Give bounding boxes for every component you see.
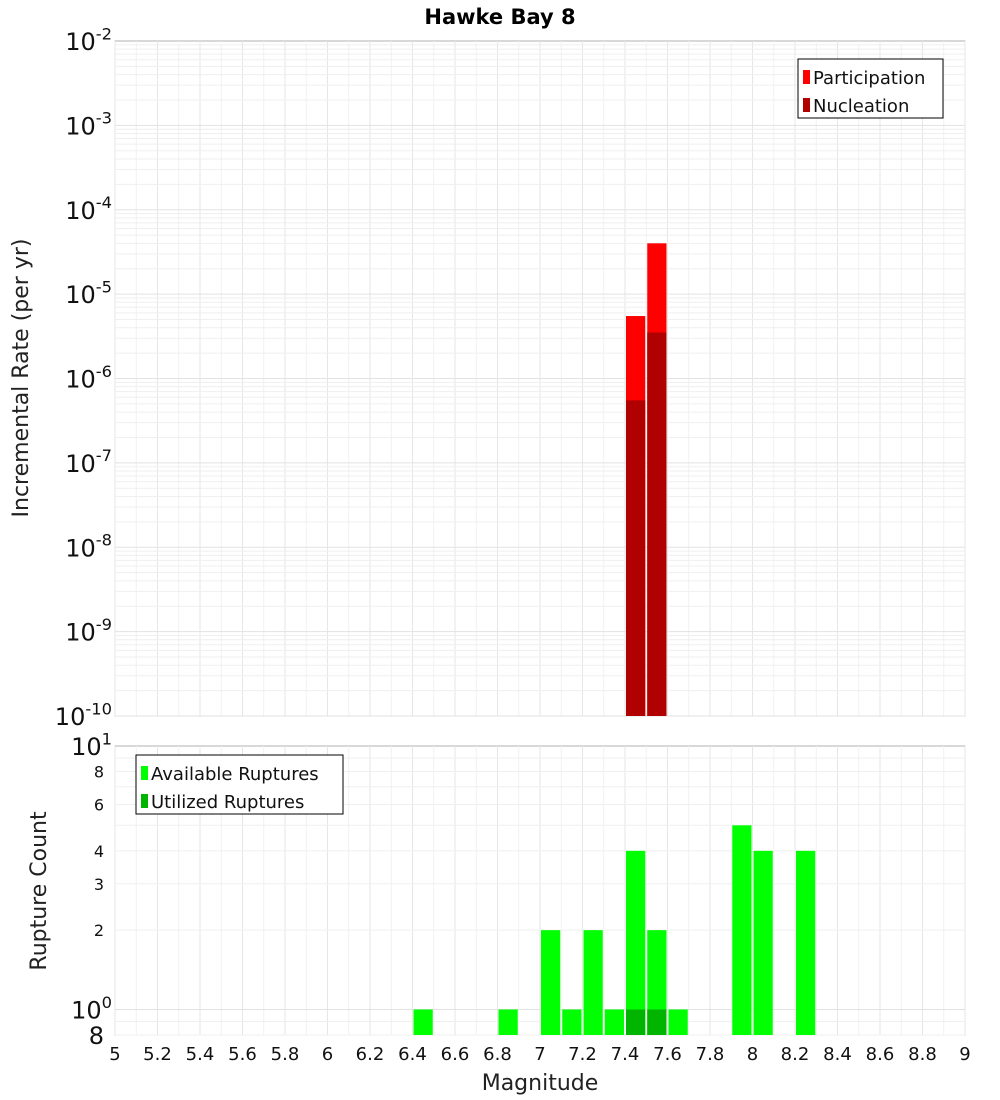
x-tick-label: 6.8	[483, 1044, 512, 1065]
top-legend: Participation Nucleation	[797, 58, 944, 119]
x-tick-label: 6.4	[398, 1044, 427, 1065]
x-tick-label: 5.6	[228, 1044, 257, 1065]
top-gridlines	[114, 41, 966, 717]
x-axis-label: Magnitude	[482, 1071, 599, 1096]
legend-label: Participation	[813, 68, 925, 89]
top-bar-nucleation	[647, 332, 667, 716]
x-tick-label: 8.8	[908, 1044, 937, 1065]
bottom-y-axis-label: Rupture Count	[27, 811, 52, 971]
y-tick-label: 10-6	[65, 362, 112, 394]
x-tick-label: 6	[322, 1044, 333, 1065]
legend-swatch	[803, 70, 810, 84]
bottom-bar-utilized-ruptures	[647, 1009, 667, 1035]
x-tick-label: 6.2	[356, 1044, 385, 1065]
bottom-bars	[413, 825, 816, 1035]
legend-swatch	[141, 766, 148, 780]
y-tick-label: 100	[71, 993, 112, 1025]
y-tick-label: 10-5	[65, 277, 112, 309]
bottom-legend: Available Ruptures Utilized Ruptures	[135, 754, 344, 815]
x-tick-label: 7.2	[568, 1044, 597, 1065]
top-y-tick-labels: 10-10 10-9 10-8 10-7 10-6 10-5 10-4 10-3 10-2	[55, 24, 112, 731]
x-tick-label: 9	[959, 1044, 970, 1065]
y-tick-label: 3	[94, 875, 104, 894]
y-tick-label: 6	[94, 796, 104, 815]
y-tick-label: 10-8	[65, 531, 112, 563]
top-bars	[626, 243, 667, 717]
top-bar-nucleation	[626, 400, 646, 716]
bottom-bar-available-ruptures	[541, 930, 561, 1035]
top-panel: 10-10 10-9 10-8 10-7 10-6 10-5 10-4 10-3 10-2 In…	[9, 24, 966, 731]
legend-label: Nucleation	[813, 96, 909, 117]
bottom-bar-available-ruptures	[583, 930, 603, 1035]
y-tick-label: 10-7	[65, 446, 112, 478]
x-tick-label: 8.6	[866, 1044, 895, 1065]
y-tick-label: 10-10	[55, 699, 112, 731]
x-tick-label: 7	[534, 1044, 545, 1065]
y-tick-label: 10-2	[65, 24, 112, 56]
x-tick-label: 7.6	[653, 1044, 682, 1065]
bottom-bar-available-ruptures	[732, 825, 752, 1035]
legend-label: Utilized Ruptures	[151, 792, 304, 813]
x-tick-labels: 5 5.2 5.4 5.6 5.8 6 6.2 6.4 6.6 6.8 7 7.2 7.4 7.6 7.8 8…	[109, 1044, 970, 1065]
bottom-bar-utilized-ruptures	[626, 1009, 646, 1035]
x-tick-label: 6.6	[441, 1044, 470, 1065]
bottom-bar-available-ruptures	[796, 850, 816, 1035]
y-tick-label: 101	[71, 729, 112, 761]
x-tick-label: 7.8	[696, 1044, 725, 1065]
bottom-bar-available-ruptures	[604, 1009, 624, 1035]
x-tick-label: 5.8	[271, 1044, 300, 1065]
bottom-bar-available-ruptures	[413, 1009, 433, 1035]
y-tick-label: 2	[94, 921, 104, 940]
bottom-bar-available-ruptures	[626, 850, 646, 1035]
legend-label: Available Ruptures	[151, 764, 319, 785]
legend-swatch	[803, 98, 810, 112]
x-tick-label: 7.4	[611, 1044, 640, 1065]
bottom-bar-available-ruptures	[668, 1009, 688, 1035]
x-tick-label: 8	[747, 1044, 758, 1065]
x-tick-label: 8.4	[823, 1044, 852, 1065]
legend-box	[797, 58, 944, 119]
x-tick-label: 8.2	[781, 1044, 810, 1065]
bottom-bar-available-ruptures	[753, 850, 773, 1035]
x-tick-label: 5.4	[186, 1044, 215, 1065]
legend-swatch	[141, 794, 148, 808]
y-tick-label: 4	[94, 842, 104, 861]
top-y-axis-label: Incremental Rate (per yr)	[9, 239, 34, 518]
x-tick-label: 5.2	[143, 1044, 172, 1065]
legend-box	[135, 754, 344, 815]
y-tick-label: 10-3	[65, 109, 112, 141]
x-tick-label: 5	[109, 1044, 120, 1065]
y-tick-label: 10-9	[65, 615, 112, 647]
bottom-bar-available-ruptures	[647, 930, 667, 1035]
y-tick-label: 10-4	[65, 193, 112, 225]
bottom-bar-available-ruptures	[562, 1009, 582, 1035]
y-tick-label: 8	[94, 763, 104, 782]
chart-title: Hawke Bay 8	[424, 5, 575, 29]
y-tick-label: 8	[89, 1022, 104, 1050]
bottom-bar-available-ruptures	[498, 1009, 518, 1035]
